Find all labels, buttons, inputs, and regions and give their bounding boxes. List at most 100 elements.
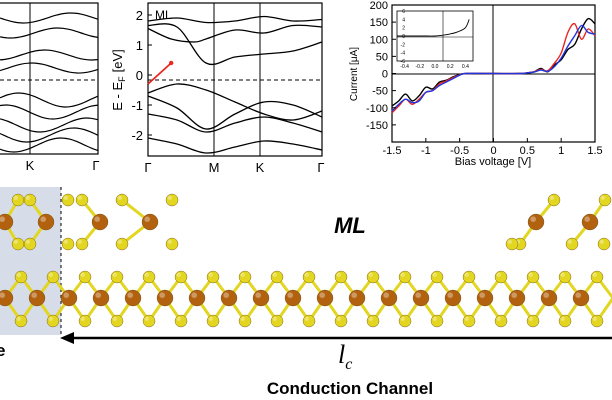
inset-y-tick-label: -2 <box>401 42 406 48</box>
atom-highlight <box>368 272 373 277</box>
atom-highlight <box>400 316 405 321</box>
atom-highlight <box>208 272 213 277</box>
y-tick-label: -2 <box>131 128 143 143</box>
atom-highlight <box>304 272 309 277</box>
mo-atom <box>444 289 462 307</box>
atom-highlight <box>240 316 245 321</box>
s-atom <box>110 270 124 284</box>
atom-highlight <box>127 292 133 299</box>
inset-y-tick-label: 2 <box>402 26 405 32</box>
s-atom <box>165 237 179 251</box>
mo-atom <box>141 213 159 231</box>
atom-highlight <box>63 239 68 244</box>
s-atom <box>75 193 89 207</box>
inset-x-ticks: -0.4 -0.2 0.0 0.2 0.4 <box>400 64 469 70</box>
atom-highlight <box>319 292 326 299</box>
band-line <box>0 104 99 120</box>
atom-highlight <box>432 272 437 277</box>
atom-highlight <box>159 292 165 299</box>
mo-atom <box>476 289 494 307</box>
atom-highlight <box>25 239 30 244</box>
s-atom <box>270 270 284 284</box>
s-atom <box>494 314 508 328</box>
inset-x-tick-label: 0.0 <box>432 64 439 70</box>
x-tick-group: -1.5 -1 -0.5 0 0.5 1 1.5 <box>383 138 603 157</box>
y-tick-label: -150 <box>366 120 388 132</box>
x-tick-label: 0.5 <box>520 145 535 157</box>
mo-atom <box>252 289 270 307</box>
atom-highlight <box>117 239 122 244</box>
s-atom <box>115 237 129 251</box>
x-tick-label: -0.5 <box>450 145 469 157</box>
x-tick-label: M <box>209 160 220 175</box>
mo-atom <box>284 289 302 307</box>
y-tick-label: 50 <box>376 51 388 63</box>
atom-highlight <box>592 272 598 277</box>
mo-atom <box>92 289 110 307</box>
band-line <box>147 24 323 43</box>
s-atom <box>590 314 604 328</box>
highlight-transition-line <box>147 62 172 85</box>
mo-atom <box>508 289 526 307</box>
highlight-point <box>169 60 174 66</box>
atom-highlight <box>560 316 566 321</box>
channel-length-symbol: lc <box>338 340 352 373</box>
atom-highlight <box>77 195 82 200</box>
atom-highlight <box>40 216 46 222</box>
atom-highlight <box>176 316 181 321</box>
s-atom <box>61 193 75 207</box>
atom-highlight <box>13 195 18 200</box>
iv-inset: -6 -4 -2 0 2 4 6 -0.4 -0.2 0.0 0.2 0.4 <box>396 9 474 70</box>
atom-highlight <box>25 195 30 200</box>
s-atom <box>558 270 572 284</box>
y-tick-label: 100 <box>370 34 388 46</box>
s-atom <box>462 270 476 284</box>
x-tick-label: Γ <box>317 160 324 175</box>
s-atom <box>11 193 25 207</box>
band-line <box>147 83 323 121</box>
atom-highlight <box>400 272 405 277</box>
atom-highlight <box>287 292 294 299</box>
y-axis-label-sub: F <box>117 76 127 82</box>
atom-highlight <box>223 292 229 299</box>
atom-highlight <box>549 195 555 200</box>
atom-highlight <box>567 239 573 244</box>
atom-highlight <box>336 272 341 277</box>
mo-atom <box>188 289 206 307</box>
band-line <box>0 92 99 108</box>
atom-highlight <box>447 292 454 299</box>
s-atom <box>165 193 179 207</box>
atom-highlight <box>528 316 534 321</box>
mo-atom <box>572 289 590 307</box>
inset-y-tick-label: -4 <box>401 51 406 57</box>
arrow-head-icon <box>60 332 74 344</box>
atomic-structure: ML lc Conduction Channel e <box>0 187 612 398</box>
s-atom <box>430 270 444 284</box>
atom-highlight <box>144 272 149 277</box>
atom-highlight <box>511 292 517 299</box>
y-tick-label: 0 <box>136 68 143 83</box>
inset-x-tick-label: 0.4 <box>462 64 469 70</box>
mo-atom <box>37 213 55 231</box>
mo-atom <box>28 289 46 307</box>
iv-series-line <box>391 24 596 112</box>
y-axis-label: Current [μA] <box>349 47 360 101</box>
atom-highlight <box>191 292 197 299</box>
x-tick-label: 1 <box>558 145 564 157</box>
atom-highlight <box>560 272 566 277</box>
mo-atom <box>581 213 599 231</box>
mo-atom <box>156 289 174 307</box>
s-atom <box>494 270 508 284</box>
s-atom <box>11 237 25 251</box>
y-tick-group: -150 -100 -50 0 50 100 150 200 <box>366 0 396 132</box>
atom-highlight <box>208 316 213 321</box>
atom-highlight <box>117 195 122 200</box>
inset-y-tick-label: 0 <box>402 34 405 40</box>
s-atom <box>110 314 124 328</box>
band-line <box>147 95 323 130</box>
ml-band-structure-panel: -2 -1 0 1 2 ML E - EF [eV] Γ M K Γ <box>110 2 325 175</box>
s-atom <box>430 314 444 328</box>
inset-y-tick-label: -6 <box>401 59 406 65</box>
s-atom <box>75 237 89 251</box>
